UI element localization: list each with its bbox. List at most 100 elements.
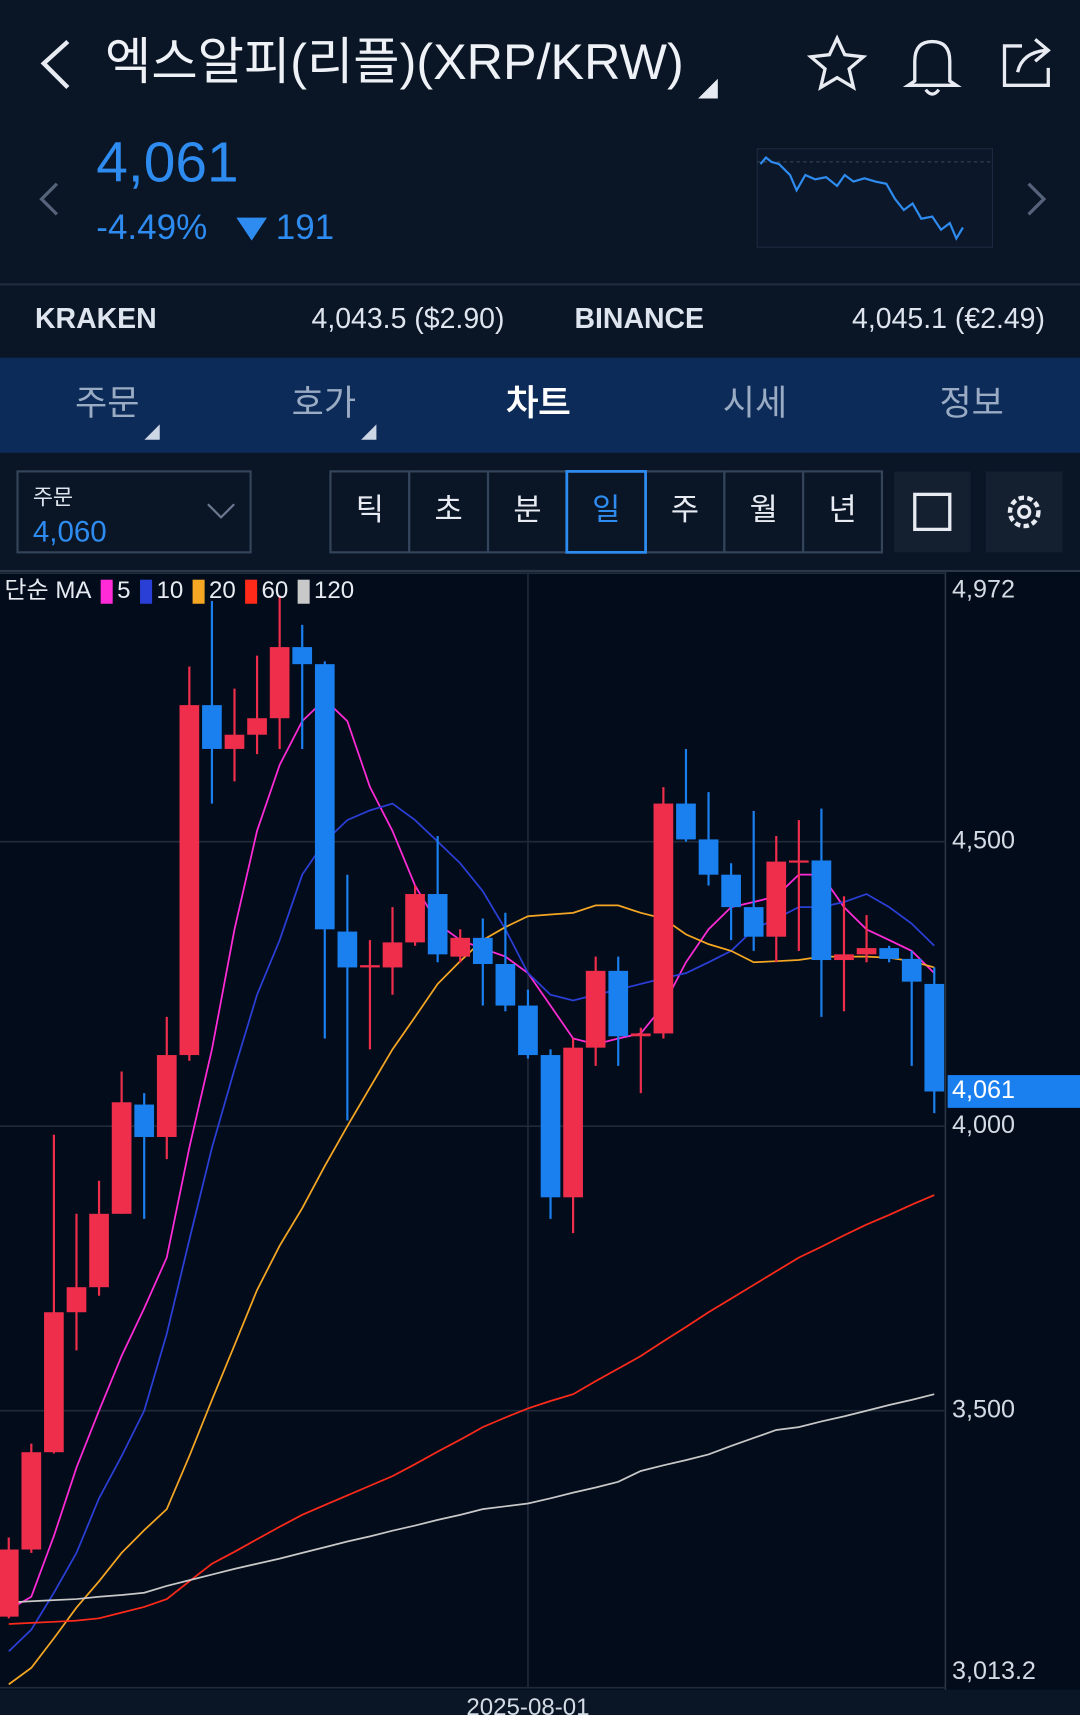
legend-swatch bbox=[140, 579, 153, 604]
period-label: 년 bbox=[828, 493, 856, 527]
next-arrow[interactable] bbox=[1027, 182, 1047, 216]
exchange-price: 4,045.1 (€2.49) bbox=[852, 303, 1045, 335]
candle-body bbox=[653, 803, 674, 1034]
alert-icon[interactable] bbox=[902, 39, 962, 96]
exchange-price: 4,043.5 ($2.90) bbox=[312, 303, 505, 335]
period-button[interactable] bbox=[802, 470, 884, 554]
period-label: 일 bbox=[592, 493, 620, 527]
change: 191 bbox=[276, 208, 334, 247]
candle-body bbox=[879, 948, 899, 959]
title: 엑스알피(리플)(XRP/KRW) bbox=[105, 33, 684, 90]
candle-body bbox=[247, 718, 267, 735]
candle-body bbox=[563, 1047, 583, 1198]
plot: 4,972 4,500 4,000 3,500 3,013.2 2025-08-01 4,0… bbox=[0, 572, 1080, 1715]
candle-body bbox=[111, 1102, 132, 1214]
ma-line bbox=[8, 1393, 935, 1604]
candle-body bbox=[788, 860, 809, 863]
ma-line bbox=[8, 1194, 935, 1625]
candle-body bbox=[585, 970, 606, 1048]
layout-icon bbox=[913, 492, 952, 532]
candle-body bbox=[292, 647, 313, 665]
tab[interactable]: 시세 bbox=[723, 384, 787, 423]
candle-body bbox=[202, 705, 222, 749]
candle-body bbox=[427, 894, 448, 955]
candle-body bbox=[314, 664, 335, 930]
share-icon[interactable] bbox=[1002, 38, 1051, 87]
y-tick-label: 4,972 bbox=[952, 575, 1015, 603]
period-button[interactable] bbox=[408, 470, 490, 554]
candle-body bbox=[450, 937, 471, 957]
candle-body bbox=[337, 931, 358, 968]
order-dropdown bbox=[207, 503, 235, 519]
tab[interactable]: 정보 bbox=[939, 384, 1003, 423]
legend-swatch bbox=[100, 579, 113, 604]
legend-label: 60 bbox=[262, 577, 289, 604]
y-tick-label: 3,500 bbox=[952, 1395, 1015, 1423]
period-label: 분 bbox=[513, 493, 541, 527]
candle-body bbox=[156, 1055, 177, 1137]
period-button[interactable] bbox=[723, 470, 805, 554]
tab-dropdown bbox=[361, 424, 377, 440]
candle-body bbox=[766, 861, 787, 937]
x-tick-label: 2025-08-01 bbox=[466, 1694, 589, 1715]
candle-body bbox=[676, 803, 696, 840]
candle-body bbox=[608, 970, 629, 1037]
candle-body bbox=[540, 1055, 561, 1198]
candle-body bbox=[721, 874, 741, 908]
exchange-name: KRAKEN bbox=[35, 303, 157, 335]
legend-label: 5 bbox=[117, 577, 130, 604]
legend-label: 20 bbox=[209, 577, 236, 604]
title-dropdown[interactable] bbox=[698, 78, 718, 99]
prev-arrow[interactable] bbox=[39, 182, 59, 216]
candle-body bbox=[495, 964, 516, 1006]
candle-body bbox=[630, 1033, 651, 1037]
legend-title: 단순 MA bbox=[4, 577, 91, 604]
back-button[interactable] bbox=[40, 39, 70, 90]
candle-body bbox=[924, 983, 945, 1092]
candle-body bbox=[811, 860, 832, 961]
candle-body bbox=[834, 954, 854, 961]
candle-body bbox=[405, 894, 425, 943]
period-button[interactable] bbox=[486, 470, 568, 554]
order-box[interactable] bbox=[16, 470, 252, 554]
candle-body bbox=[66, 1287, 87, 1313]
layout-button[interactable] bbox=[893, 471, 971, 553]
candle-body bbox=[21, 1452, 42, 1550]
order-label: 주문 bbox=[33, 485, 73, 510]
legend-swatch bbox=[297, 579, 310, 604]
candle-body bbox=[224, 734, 245, 749]
ma-line bbox=[8, 904, 935, 1686]
settings-icon bbox=[1007, 495, 1041, 529]
tab[interactable]: 차트 bbox=[506, 384, 570, 423]
candle-body bbox=[134, 1104, 155, 1137]
x-axis-bar bbox=[0, 1689, 1080, 1715]
candle-body bbox=[0, 1549, 19, 1617]
candle-body bbox=[89, 1213, 109, 1288]
down-triangle bbox=[236, 217, 267, 241]
period-label: 월 bbox=[750, 493, 778, 527]
y-tick-label: 4,500 bbox=[952, 826, 1015, 854]
exchange-name: BINANCE bbox=[574, 303, 704, 335]
candle-body bbox=[698, 839, 719, 875]
candle-body bbox=[269, 647, 290, 719]
candle-body bbox=[901, 958, 922, 982]
sparkline bbox=[759, 155, 964, 241]
settings-button[interactable] bbox=[985, 471, 1063, 553]
candle-body bbox=[856, 948, 877, 955]
candle-body bbox=[472, 937, 493, 965]
change-pct: -4.49% bbox=[96, 208, 207, 247]
candle-body bbox=[179, 705, 200, 1056]
tab[interactable]: 주문 bbox=[75, 384, 139, 423]
legend-label: 120 bbox=[314, 577, 354, 604]
period-label: 주 bbox=[671, 493, 699, 527]
current-price-marker bbox=[947, 1075, 1080, 1108]
sparkline-box bbox=[756, 148, 994, 248]
price: 4,061 bbox=[96, 131, 238, 194]
period-label: 틱 bbox=[356, 493, 384, 527]
period-button[interactable] bbox=[644, 470, 726, 554]
candle-body bbox=[382, 942, 403, 968]
current-price-label: 4,061 bbox=[952, 1076, 1015, 1104]
favorite-icon[interactable] bbox=[806, 34, 868, 91]
tab[interactable]: 호가 bbox=[292, 384, 356, 423]
